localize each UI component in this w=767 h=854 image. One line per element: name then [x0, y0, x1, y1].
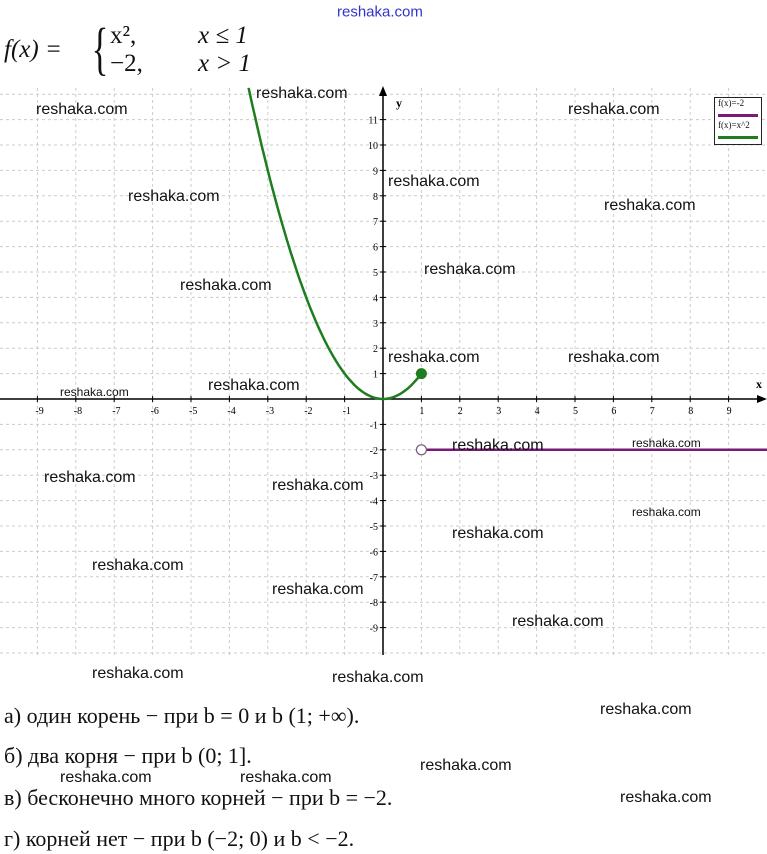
- x-tick-label: 4: [535, 406, 540, 417]
- watermark: reshaka.com: [632, 436, 701, 450]
- formula-brace: {: [91, 16, 109, 81]
- x-tick-label: -9: [35, 406, 43, 417]
- watermark: reshaka.com: [337, 3, 423, 21]
- watermark: reshaka.com: [512, 613, 604, 630]
- watermark: reshaka.com: [568, 349, 660, 366]
- y-tick-label: -6: [370, 547, 378, 558]
- watermark: reshaka.com: [256, 85, 348, 102]
- x-tick-label: -8: [74, 406, 82, 417]
- x-tick-label: -5: [189, 406, 197, 417]
- x-tick-label: 9: [727, 406, 732, 417]
- legend-swatch: [718, 136, 758, 139]
- y-tick-label: 5: [373, 268, 378, 279]
- y-tick-label: -2: [370, 446, 378, 457]
- y-axis-label: y: [396, 96, 402, 110]
- y-tick-label: 2: [373, 344, 378, 355]
- watermark: reshaka.com: [388, 173, 480, 190]
- x-tick-label: -7: [112, 406, 120, 417]
- watermark: reshaka.com: [36, 101, 128, 118]
- watermark: reshaka.com: [92, 557, 184, 574]
- answer-d: г) корней нет − при b (−2; 0) и b < −2.: [4, 826, 355, 851]
- x-tick-label: 2: [458, 406, 463, 417]
- x-tick-label: -2: [304, 406, 312, 417]
- y-tick-label: -9: [370, 624, 378, 635]
- watermark: reshaka.com: [568, 101, 660, 118]
- x-tick-label: 7: [650, 406, 655, 417]
- watermark: reshaka.com: [60, 769, 152, 786]
- x-tick-label: 1: [419, 406, 424, 417]
- y-tick-label: -3: [370, 471, 378, 482]
- function-graph: x y -9 -8 -7 -6 -5 -4 -3 -2 -1 1 2 3 4 5 6 7 8 9 -9 -8 -7 -6 -5 -…: [0, 86, 767, 655]
- watermark: reshaka.com: [452, 437, 544, 454]
- watermark: reshaka.com: [600, 701, 692, 718]
- x-tick-label: -6: [151, 406, 159, 417]
- watermark: reshaka.com: [332, 669, 424, 686]
- case-expr: −2,: [110, 50, 143, 77]
- open-endpoint: [415, 444, 427, 456]
- y-tick-label: -5: [370, 522, 378, 533]
- legend-swatch: [718, 114, 758, 117]
- watermark: reshaka.com: [208, 377, 300, 394]
- legend-item: f(x)=x^2: [715, 120, 761, 142]
- watermark: reshaka.com: [604, 197, 696, 214]
- watermark: reshaka.com: [620, 789, 712, 806]
- x-tick-label: 3: [496, 406, 501, 417]
- watermark: reshaka.com: [632, 505, 701, 519]
- watermark: reshaka.com: [388, 349, 480, 366]
- watermark: reshaka.com: [240, 769, 332, 786]
- answer-c: в) бесконечно много корней − при b = −2.: [4, 785, 393, 810]
- y-tick-label: 1: [373, 370, 378, 381]
- case-cond: x ≤ 1: [198, 22, 248, 49]
- chart-legend: f(x)=-2 f(x)=x^2: [714, 97, 762, 145]
- case-cond: x > 1: [198, 50, 251, 77]
- watermark: reshaka.com: [128, 188, 220, 205]
- answer-b: б) два корня − при b (0; 1].: [4, 743, 252, 768]
- y-tick-label: -4: [370, 497, 378, 508]
- watermark: reshaka.com: [180, 277, 272, 294]
- watermark: reshaka.com: [272, 477, 364, 494]
- y-tick-label: 11: [368, 116, 378, 127]
- y-tick-label: 3: [373, 319, 378, 330]
- x-tick-label: -4: [227, 406, 235, 417]
- watermark: reshaka.com: [92, 665, 184, 682]
- watermark: reshaka.com: [452, 525, 544, 542]
- formula-case-2: −2, x > 1: [110, 50, 251, 78]
- answer-a: а) один корень − при b = 0 и b (1; +∞).: [4, 703, 360, 728]
- x-axis-label: x: [756, 377, 762, 391]
- watermark: reshaka.com: [44, 469, 136, 486]
- formula-case-1: x², x ≤ 1: [110, 22, 248, 50]
- y-tick-label: 4: [373, 293, 378, 304]
- x-tick-label: 6: [611, 406, 616, 417]
- y-tick-label: -1: [370, 420, 378, 431]
- legend-label: f(x)=x^2: [718, 120, 750, 130]
- case-expr: x²,: [110, 22, 137, 49]
- parabola-curve: [247, 87, 423, 401]
- y-tick-label: 8: [373, 192, 378, 203]
- x-tick-label: 5: [573, 406, 578, 417]
- y-tick-label: -8: [370, 598, 378, 609]
- y-tick-label: 10: [368, 141, 378, 152]
- y-tick-label: 6: [373, 243, 378, 254]
- legend-label: f(x)=-2: [718, 98, 745, 108]
- watermark: reshaka.com: [60, 385, 129, 399]
- y-axis-arrow: [379, 86, 387, 96]
- legend-item: f(x)=-2: [715, 98, 761, 120]
- watermark: reshaka.com: [420, 757, 512, 774]
- watermark: reshaka.com: [272, 581, 364, 598]
- y-tick-label: 9: [373, 166, 378, 177]
- watermark: reshaka.com: [424, 261, 516, 278]
- x-tick-label: -1: [343, 406, 351, 417]
- x-tick-label: 8: [688, 406, 693, 417]
- y-tick-label: 7: [373, 217, 378, 228]
- x-tick-label: -3: [266, 406, 274, 417]
- filled-endpoint: [415, 368, 427, 380]
- x-axis-arrow: [757, 395, 767, 403]
- y-tick-label: -7: [370, 573, 378, 584]
- formula-lhs: f(x) =: [4, 36, 62, 63]
